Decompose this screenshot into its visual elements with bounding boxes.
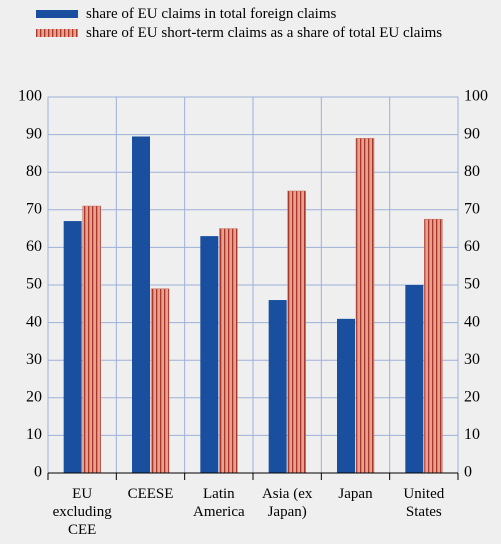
bar bbox=[132, 136, 150, 474]
x-tick-label: EU excluding CEE bbox=[52, 486, 112, 538]
legend-label: share of EU claims in total foreign clai… bbox=[86, 6, 337, 22]
bar bbox=[268, 300, 287, 473]
x-tick-label: CEESE bbox=[127, 486, 174, 502]
bar bbox=[200, 236, 219, 473]
y-tick-label: 50 bbox=[26, 276, 42, 293]
legend-label: share of EU short-term claims as a share… bbox=[86, 25, 443, 41]
y2-tick-label: 20 bbox=[464, 388, 480, 405]
y-tick-label: 0 bbox=[34, 464, 42, 481]
y-tick-label: 10 bbox=[26, 426, 42, 443]
y2-tick-label: 10 bbox=[464, 426, 480, 443]
y2-tick-label: 50 bbox=[464, 276, 480, 293]
y-tick-label: 40 bbox=[26, 313, 42, 330]
y-tick-label: 60 bbox=[26, 238, 42, 255]
y-tick-label: 90 bbox=[26, 125, 42, 142]
bar bbox=[150, 288, 170, 474]
bar bbox=[337, 318, 355, 473]
legend-swatch bbox=[36, 29, 78, 37]
y2-tick-label: 60 bbox=[464, 238, 480, 255]
bar bbox=[63, 221, 82, 473]
y2-tick-label: 30 bbox=[464, 351, 480, 368]
y-tick-label: 80 bbox=[26, 163, 42, 180]
bar bbox=[219, 228, 238, 474]
y2-tick-label: 90 bbox=[464, 125, 480, 142]
bar bbox=[287, 190, 306, 474]
y-tick-label: 30 bbox=[26, 351, 42, 368]
x-tick-label: Latin America bbox=[193, 486, 245, 520]
x-tick-label: United States bbox=[403, 486, 445, 520]
bar bbox=[82, 205, 101, 474]
legend-swatch bbox=[36, 10, 78, 18]
bar bbox=[424, 218, 443, 474]
y2-tick-label: 0 bbox=[464, 464, 472, 481]
y2-tick-label: 100 bbox=[464, 88, 488, 105]
y2-tick-label: 80 bbox=[464, 163, 480, 180]
y-tick-label: 70 bbox=[26, 200, 42, 217]
y2-tick-label: 40 bbox=[464, 313, 480, 330]
x-tick-label: Japan bbox=[338, 486, 373, 502]
y-tick-label: 20 bbox=[26, 388, 42, 405]
bar bbox=[405, 285, 424, 473]
bar bbox=[355, 138, 375, 474]
x-tick-label: Asia (ex Japan) bbox=[261, 486, 313, 520]
y-tick-label: 100 bbox=[18, 88, 42, 105]
y2-tick-label: 70 bbox=[464, 200, 480, 217]
